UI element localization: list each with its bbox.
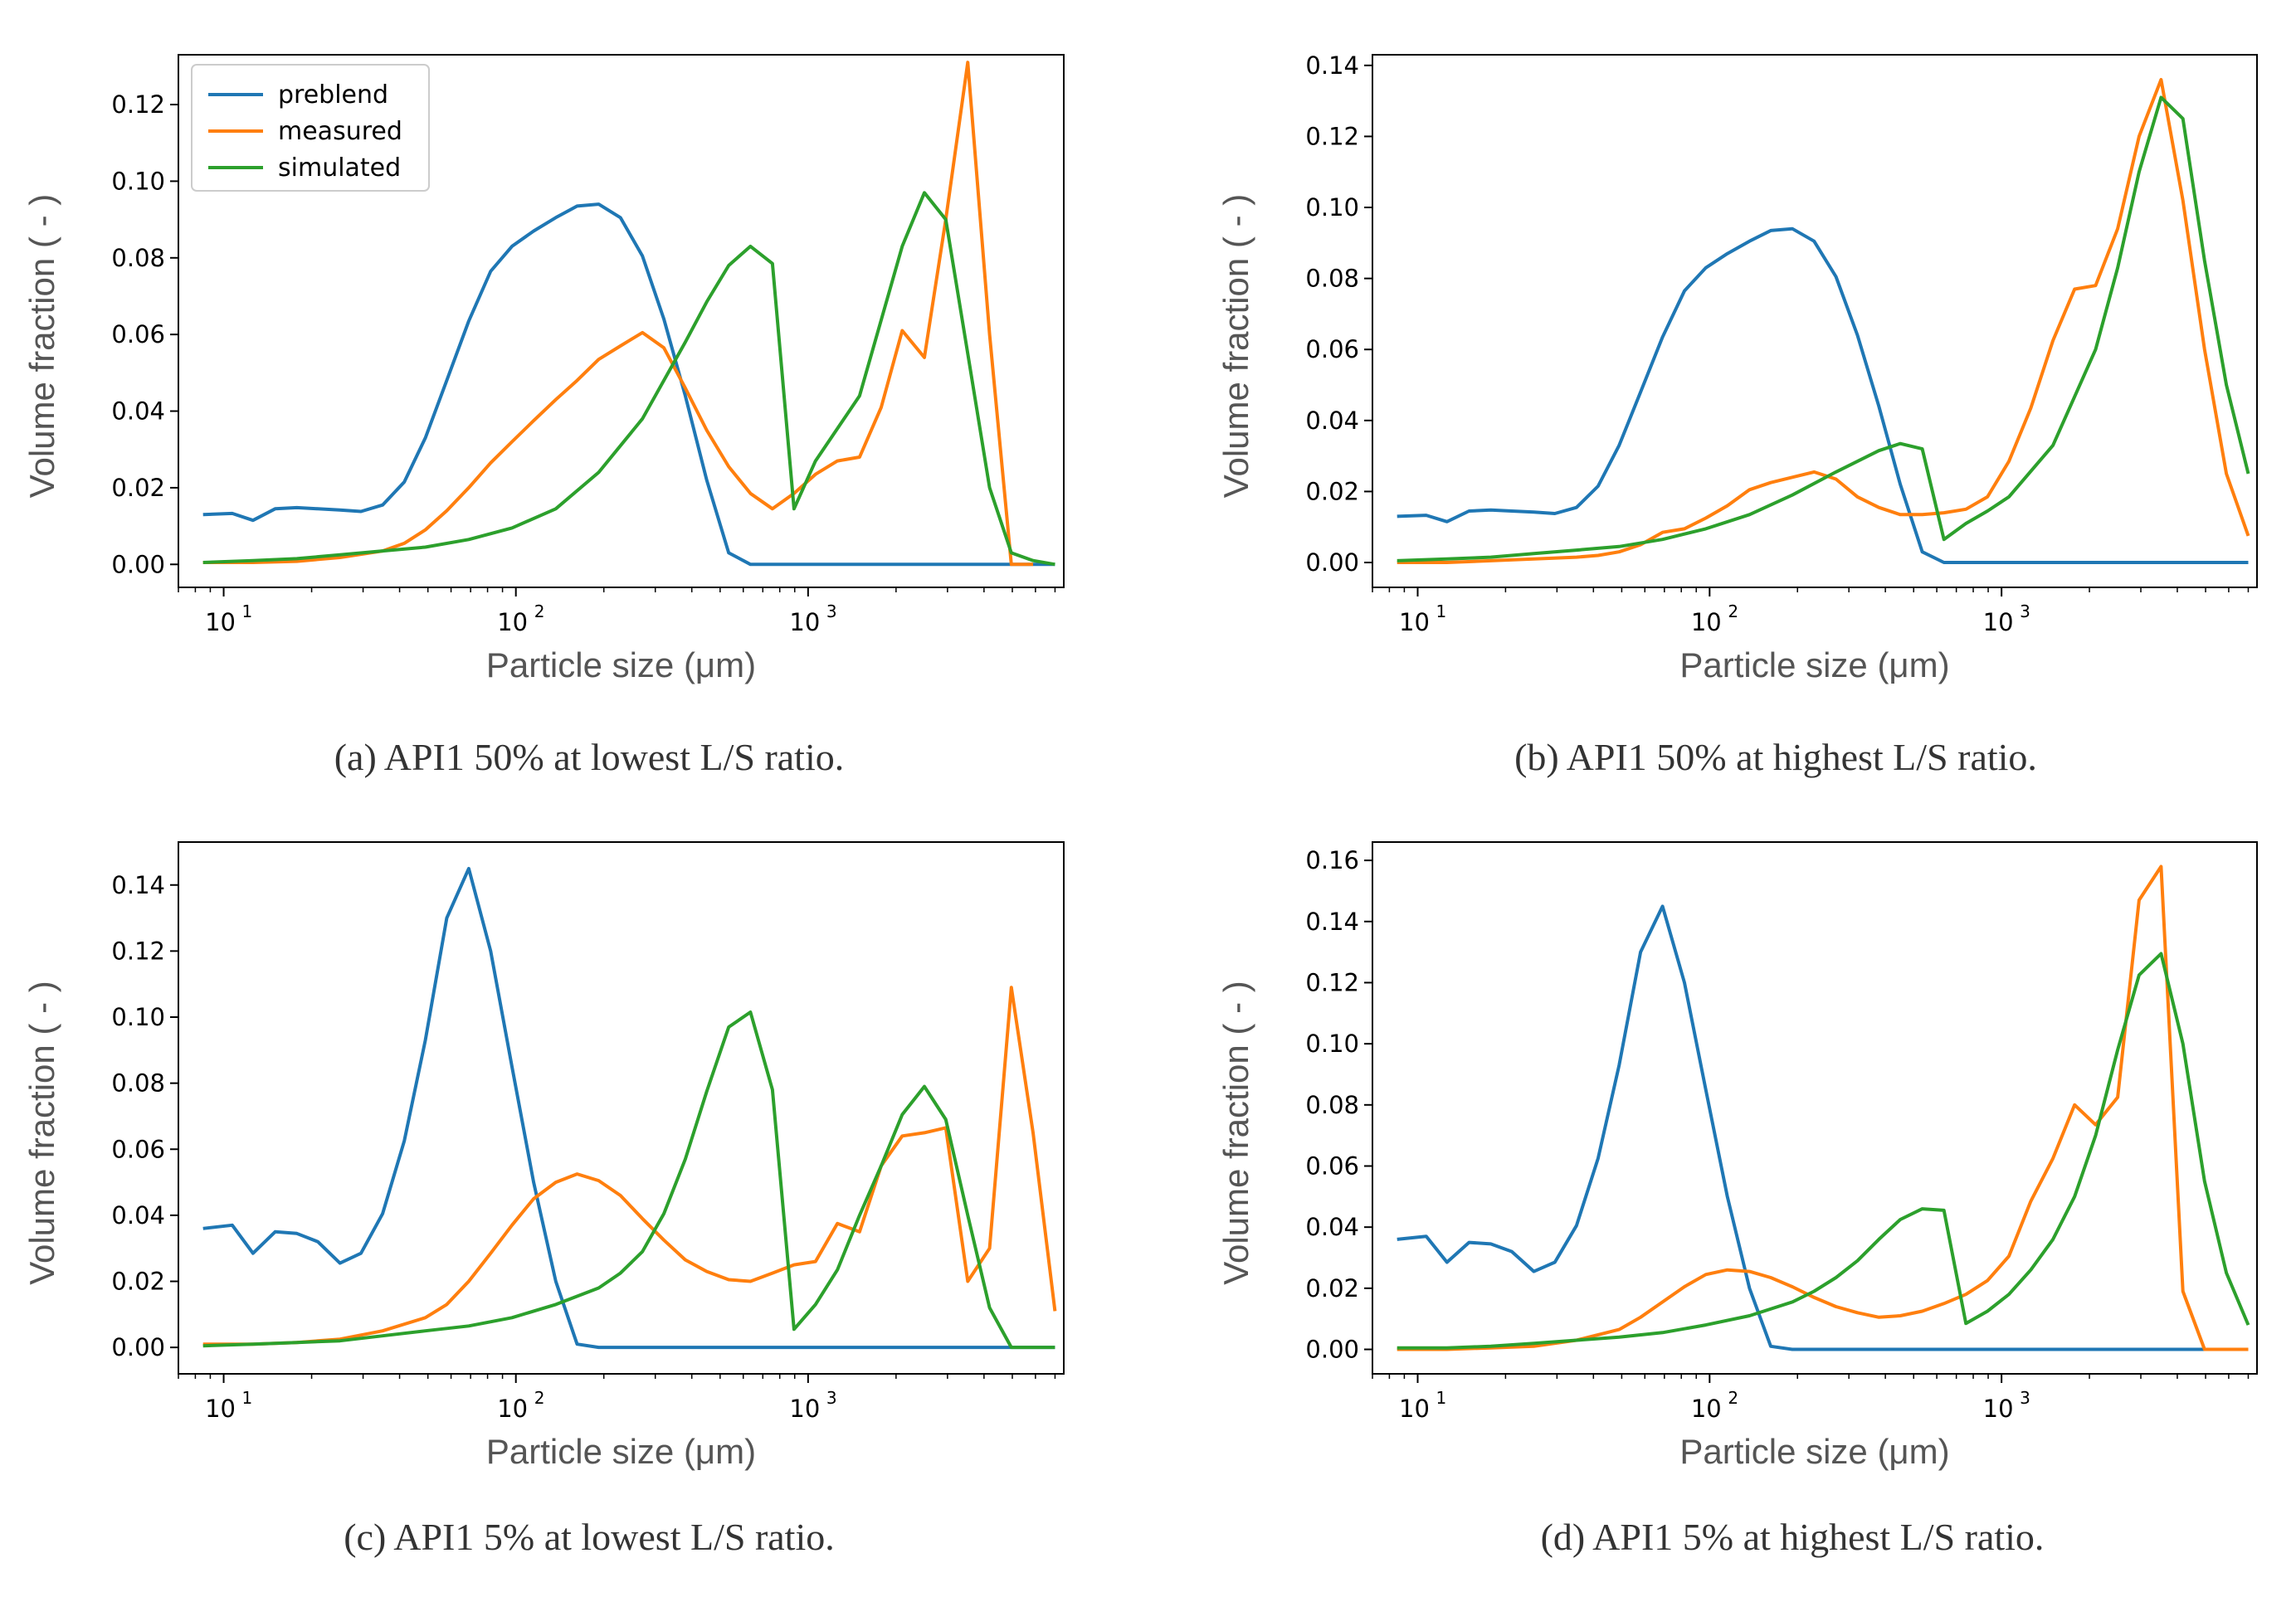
y-tick-label: 0.10: [111, 1003, 165, 1031]
y-axis-title: Volume fraction ( - ): [22, 981, 61, 1284]
x-tick-exponent: 2: [534, 601, 545, 621]
y-tick-label: 0.12: [1305, 122, 1359, 150]
x-tick-exponent: 2: [1728, 601, 1738, 621]
y-tick-label: 0.04: [111, 397, 165, 426]
chart-a: 0.00 0.02 0.04 0.06 0.08 0.10 0.12 10 1 10 2 10 3 Par…: [22, 54, 1065, 778]
x-tick-exponent: 2: [534, 1388, 545, 1408]
y-tick-label: 0.06: [1305, 1151, 1359, 1180]
x-axis-title: Particle size (μm): [1679, 645, 1949, 684]
series-line-preblend: [202, 202, 1055, 567]
x-tick-exponent: 3: [2020, 1388, 2030, 1408]
series-line-simulated: [1397, 95, 2250, 562]
y-tick-label: 0.10: [1305, 1030, 1359, 1058]
y-tick-label: 0.10: [111, 167, 165, 195]
y-tick-label: 0.02: [1305, 1274, 1359, 1302]
series-line-simulated: [202, 191, 1055, 567]
y-tick-label: 0.04: [111, 1201, 165, 1229]
x-tick-label: 10: [1983, 1395, 2014, 1423]
plot-frame: [178, 841, 1065, 1375]
y-tick-label: 0.00: [1305, 548, 1359, 577]
y-tick-label: 0.06: [1305, 335, 1359, 363]
y-tick-label: 0.16: [1305, 846, 1359, 874]
figure-caption: (b) API1 50% at highest L/S ratio.: [1514, 736, 2037, 778]
series-line-measured: [1397, 78, 2250, 564]
series-line-measured: [202, 986, 1057, 1346]
y-axis-title: Volume fraction ( - ): [22, 194, 61, 498]
y-tick-label: 0.00: [111, 1333, 165, 1361]
figure-caption: (a) API1 50% at lowest L/S ratio.: [334, 736, 845, 778]
x-axis-title: Particle size (μm): [486, 1432, 756, 1471]
x-tick-exponent: 3: [826, 1388, 837, 1408]
plot-frame: [1372, 54, 2258, 588]
y-tick-label: 0.02: [111, 474, 165, 502]
y-tick-label: 0.10: [1305, 193, 1359, 222]
legend-label-simulated: simulated: [278, 153, 401, 183]
y-tick-label: 0.14: [1305, 908, 1359, 936]
x-tick-label: 10: [1399, 608, 1430, 636]
y-tick-label: 0.12: [111, 90, 165, 119]
x-axis-title: Particle size (μm): [1679, 1432, 1949, 1471]
y-tick-label: 0.02: [1305, 477, 1359, 505]
series-line-preblend: [1397, 226, 2249, 564]
x-tick-exponent: 1: [242, 1388, 253, 1408]
x-tick-exponent: 1: [242, 601, 253, 621]
series-line-measured: [202, 61, 1033, 567]
y-tick-label: 0.02: [111, 1268, 165, 1296]
y-tick-label: 0.06: [111, 1135, 165, 1163]
x-tick-label: 10: [1691, 608, 1722, 636]
y-tick-label: 0.12: [111, 937, 165, 965]
y-tick-label: 0.08: [111, 1069, 165, 1098]
y-tick-label: 0.12: [1305, 968, 1359, 996]
series-line-simulated: [202, 1010, 1055, 1350]
x-tick-exponent: 1: [1436, 1388, 1446, 1408]
y-tick-label: 0.08: [1305, 265, 1359, 293]
x-tick-label: 10: [789, 608, 820, 636]
y-tick-label: 0.08: [1305, 1091, 1359, 1119]
x-tick-label: 10: [205, 1395, 236, 1423]
x-tick-exponent: 2: [1728, 1388, 1738, 1408]
chart-b: 0.00 0.02 0.04 0.06 0.08 0.10 0.12 0.14 10 1 10 2 10…: [1216, 51, 2258, 778]
figure-caption: (d) API1 5% at highest L/S ratio.: [1541, 1516, 2045, 1558]
x-tick-label: 10: [1983, 608, 2014, 636]
series-line-simulated: [1397, 952, 2250, 1350]
y-tick-label: 0.00: [111, 550, 165, 578]
y-axis-title: Volume fraction ( - ): [1216, 194, 1255, 498]
x-tick-label: 10: [1691, 1395, 1722, 1423]
x-axis-title: Particle size (μm): [486, 645, 756, 684]
y-axis-title: Volume fraction ( - ): [1216, 981, 1255, 1284]
legend: preblend measured simulated: [191, 64, 430, 192]
figure-caption: (c) API1 5% at lowest L/S ratio.: [344, 1516, 835, 1558]
legend-label-preblend: preblend: [278, 80, 388, 110]
chart-c: 0.00 0.02 0.04 0.06 0.08 0.10 0.12 0.14 10 1 10 2 10…: [22, 841, 1065, 1558]
plot-frame: [178, 54, 1065, 588]
series-line-preblend: [202, 866, 1055, 1350]
y-tick-label: 0.04: [1305, 407, 1359, 435]
legend-label-measured: measured: [278, 117, 402, 146]
x-tick-exponent: 3: [2020, 601, 2030, 621]
y-tick-label: 0.14: [111, 871, 165, 899]
y-tick-label: 0.04: [1305, 1213, 1359, 1241]
series-line-measured: [1397, 864, 2249, 1351]
x-tick-label: 10: [497, 608, 528, 636]
x-tick-label: 10: [497, 1395, 528, 1423]
x-tick-label: 10: [1399, 1395, 1430, 1423]
x-tick-exponent: 3: [826, 601, 837, 621]
y-tick-label: 0.06: [111, 320, 165, 348]
y-tick-label: 0.08: [111, 244, 165, 272]
series-line-preblend: [1397, 904, 2249, 1351]
y-tick-label: 0.14: [1305, 51, 1359, 80]
y-tick-label: 0.00: [1305, 1336, 1359, 1364]
x-tick-label: 10: [205, 608, 236, 636]
x-tick-exponent: 1: [1436, 601, 1446, 621]
x-tick-label: 10: [789, 1395, 820, 1423]
plot-frame: [1372, 841, 2258, 1375]
